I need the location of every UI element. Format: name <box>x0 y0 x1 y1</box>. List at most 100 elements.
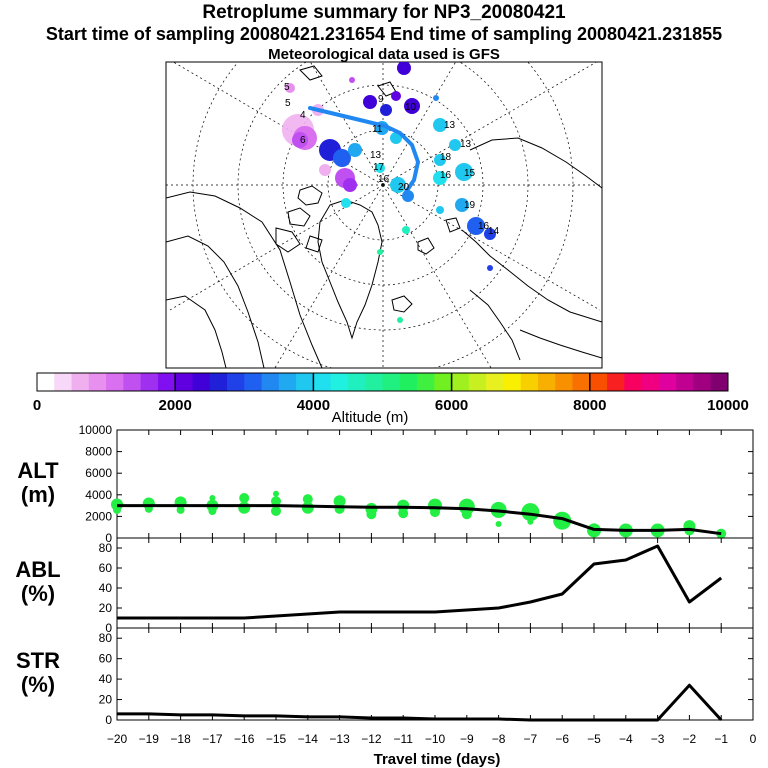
y-tick-label: 10000 <box>79 423 113 437</box>
colorbar-swatch <box>37 373 55 391</box>
y-tick-label: 4000 <box>85 488 112 502</box>
y-tick-label: 0 <box>105 713 112 727</box>
altitude-point <box>333 495 346 508</box>
altitude-point <box>495 520 502 527</box>
y-tick-label: 40 <box>99 672 113 686</box>
colorbar-swatch <box>192 373 211 391</box>
map-time-label: 15 <box>464 168 476 179</box>
colorbar-swatch <box>157 373 176 391</box>
x-tick-label: −7 <box>524 732 538 746</box>
colorbar-swatch <box>451 373 470 391</box>
x-tick-label: −8 <box>492 732 506 746</box>
altitude-point <box>209 495 216 502</box>
altitude-point <box>461 509 472 520</box>
x-tick-label: −18 <box>170 732 191 746</box>
colorbar-tick-label: 2000 <box>159 397 192 414</box>
panel-frame <box>116 429 754 539</box>
x-tick-label: −2 <box>683 732 697 746</box>
y-tick-label: 20 <box>99 601 113 615</box>
panel-frame <box>116 537 754 629</box>
y-tick-label: 0 <box>105 621 112 635</box>
map-time-label: 17 <box>373 162 385 173</box>
map-time-label: 18 <box>440 152 452 163</box>
colorbar-swatch <box>572 373 591 391</box>
x-tick-label: −10 <box>425 732 446 746</box>
colorbar-swatch <box>468 373 487 391</box>
mean-trajectory <box>308 106 421 194</box>
map-time-label: 5 <box>284 82 290 93</box>
x-tick-label: −12 <box>361 732 382 746</box>
y-tick-label: 60 <box>99 561 113 575</box>
colorbar-swatch <box>399 373 418 391</box>
map-time-label: 14 <box>488 226 500 237</box>
colorbar-swatch <box>106 373 124 391</box>
colorbar-swatch <box>313 373 332 391</box>
colorbar-swatch <box>209 373 228 391</box>
altitude-point <box>238 501 251 514</box>
colorbar-swatch <box>330 373 349 391</box>
colorbar-tick-label: 6000 <box>435 397 468 414</box>
y-tick-label: 40 <box>99 581 113 595</box>
altitude-point <box>553 511 572 530</box>
colorbar-tick-label: 0 <box>33 397 41 414</box>
altitude-point <box>301 501 314 514</box>
x-tick-label: −20 <box>107 732 128 746</box>
altitude-point <box>458 498 475 515</box>
map-time-label: 19 <box>464 200 476 211</box>
coastlines <box>166 65 602 368</box>
map-time-label: 4 <box>300 110 306 121</box>
y-axis-label: (m) <box>21 482 55 507</box>
x-axis-label: Travel time (days) <box>374 751 501 768</box>
colorbar-swatch <box>537 373 556 391</box>
colorbar-tick-label: 10000 <box>707 397 749 414</box>
series-line <box>117 683 723 722</box>
map-time-label: 5 <box>285 98 291 109</box>
series-line <box>117 544 723 620</box>
map-time-label: 13 <box>460 139 472 150</box>
colorbar-swatch <box>140 373 159 391</box>
colorbar-swatch <box>417 373 435 391</box>
altitude-point <box>527 518 534 525</box>
map-time-label: 9 <box>378 94 384 105</box>
colorbar-swatch <box>503 373 522 391</box>
colorbar-title: Altitude (m) <box>332 409 409 426</box>
colorbar-swatch <box>641 373 660 391</box>
x-tick-label: −16 <box>234 732 255 746</box>
colorbar-swatch <box>71 373 90 391</box>
y-axis-label: ABL <box>15 557 60 582</box>
chart-title: Retroplume summary for NP3_20080421 <box>202 2 566 23</box>
altitude-point <box>273 490 279 497</box>
colorbar-swatch <box>520 373 539 391</box>
map-time-label: 13 <box>370 150 382 161</box>
altitude-point <box>366 509 377 520</box>
x-tick-label: −4 <box>619 732 633 746</box>
x-tick-label: −17 <box>202 732 223 746</box>
y-axis-label: STR <box>16 648 60 673</box>
colorbar-swatch <box>175 373 193 391</box>
colorbar-tick-label: 4000 <box>297 397 330 414</box>
colorbar-swatch <box>347 373 366 391</box>
abl-panel: 0 20 40 60 80 ABL(%) <box>15 537 754 635</box>
colorbar-swatch <box>244 373 263 391</box>
colorbar-swatch <box>486 373 504 391</box>
map-time-label: 13 <box>444 120 456 131</box>
y-tick-label: 6000 <box>85 466 112 480</box>
altitude-point <box>302 494 313 505</box>
colorbar-swatch <box>710 373 729 391</box>
panel-frame <box>116 627 754 721</box>
colorbar-swatch <box>88 373 107 391</box>
colorbar-swatch <box>296 373 314 391</box>
y-tick-label: 80 <box>99 541 113 555</box>
colorbar-swatch <box>261 373 280 391</box>
altitude-point <box>208 507 217 515</box>
y-tick-label: 2000 <box>85 509 112 523</box>
y-tick-label: 60 <box>99 652 113 666</box>
y-tick-label: 80 <box>99 631 113 645</box>
colorbar-swatch <box>365 373 383 391</box>
altitude-point <box>521 503 540 522</box>
y-tick-label: 0 <box>105 531 112 545</box>
met-data-note: Meteorological data used is GFS <box>268 46 500 63</box>
